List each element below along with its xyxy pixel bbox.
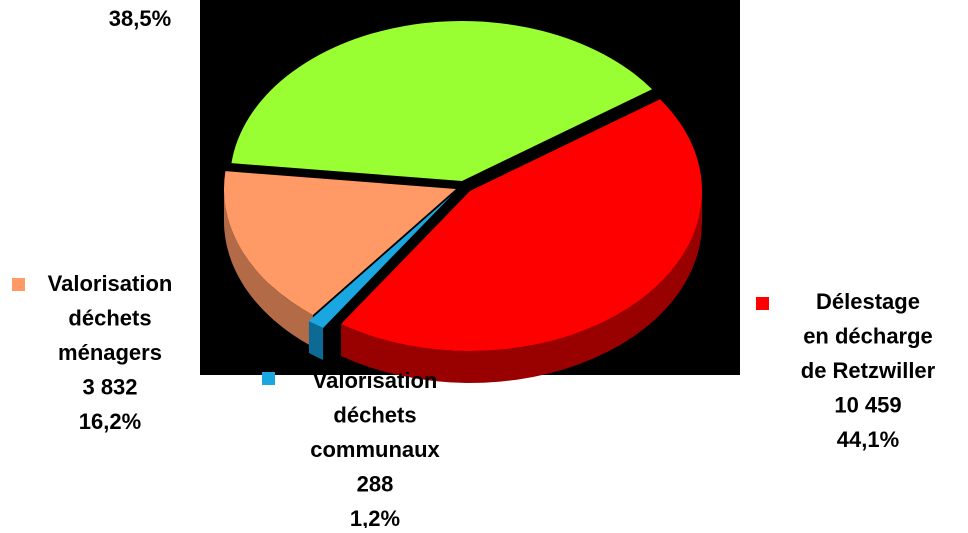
value-label: 38,5% [109,6,171,31]
slice-label: en décharge [803,323,933,348]
slice [231,21,653,181]
slice-label: Valorisation [313,368,438,393]
slice-label: déchets [333,402,416,427]
slice [308,195,452,329]
value-label: 1,2% [350,506,400,528]
slice-label: déchets [68,305,151,330]
value-label: 44,1% [837,427,899,452]
slice-side [308,320,324,360]
slice [341,99,703,352]
value-label: 16,2% [79,409,141,434]
slice-label: ménagers [58,340,162,365]
pie [224,21,703,383]
count-label: 3 832 [82,374,137,399]
legend-swatch [262,372,275,385]
slice-side [224,189,313,347]
slice-label: Valorisation [48,271,173,296]
count-label: 10 459 [834,392,901,417]
slice-label: de Retzwiller [801,358,936,383]
labels: 38,5% Valorisation déchets ménagers 3 832 16,… [12,6,936,531]
legend-swatch [12,278,25,291]
slice-label: communaux [310,437,440,462]
count-label: 288 [357,471,394,496]
slice-side [341,191,702,383]
leader-line [309,0,351,13]
slice-label: Délestage [816,289,920,314]
slice [224,171,456,315]
legend-swatch [756,297,769,310]
